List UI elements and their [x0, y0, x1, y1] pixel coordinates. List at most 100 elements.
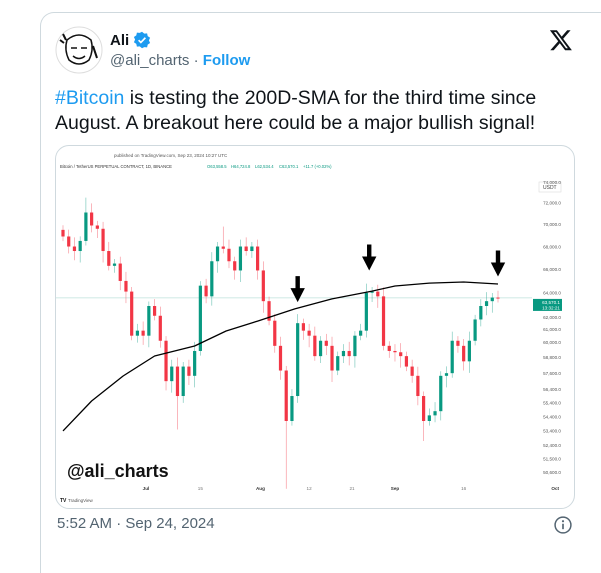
x-tick-label: 15 — [198, 486, 204, 491]
candle-body — [72, 246, 77, 252]
x-tick-label: Jul — [143, 486, 150, 491]
candle-body — [124, 280, 128, 292]
candlestick-chart: published on TradingView.com, Sep 23, 20… — [56, 153, 562, 504]
y-tick-label: 74,000.0 — [543, 180, 561, 185]
candle-body — [387, 345, 391, 351]
author-name[interactable]: Ali — [110, 31, 130, 49]
candle-body — [273, 320, 277, 346]
y-tick-label: 53,400.0 — [543, 429, 561, 434]
candle-body — [456, 340, 460, 346]
candle-body — [90, 212, 94, 226]
candle-body — [399, 352, 403, 357]
candle-body — [61, 229, 65, 237]
candle-body — [290, 396, 294, 421]
tweet-body: is testing the 200D-SMA for the third ti… — [55, 87, 537, 134]
candle-body — [381, 296, 386, 346]
candle-body — [101, 228, 105, 252]
tweet-timestamp[interactable]: 5:52 AM · Sep 24, 2024 — [57, 515, 215, 532]
candle-body — [238, 246, 243, 271]
candle-body — [107, 251, 111, 266]
candle-body — [187, 366, 191, 376]
candle-body — [181, 366, 185, 397]
currency-label: USDT — [543, 185, 557, 191]
avatar-face-icon — [55, 26, 103, 74]
arrow-down-icon — [490, 250, 506, 277]
x-tick-label: 21 — [349, 486, 355, 491]
candle-body — [278, 345, 283, 371]
candle-body — [112, 263, 117, 266]
separator: · — [193, 52, 199, 69]
y-tick-label: 64,000.0 — [543, 291, 561, 296]
info-icon[interactable] — [553, 515, 573, 535]
candle-body — [193, 350, 197, 376]
candle-body — [393, 350, 397, 353]
hashtag-link[interactable]: #Bitcoin — [55, 87, 125, 109]
candle-body — [78, 240, 82, 252]
y-tick-label: 72,000.0 — [543, 201, 561, 206]
low-readout: L62,534.4 — [255, 164, 274, 169]
y-tick-label: 52,400.0 — [543, 443, 561, 448]
follow-button[interactable]: Follow — [202, 52, 251, 69]
candle-body — [353, 335, 357, 357]
tweet-text: #Bitcoin is testing the 200D-SMA for the… — [55, 86, 585, 136]
y-tick-label: 70,000.0 — [543, 222, 561, 227]
candle-body — [313, 335, 317, 357]
candle-body — [267, 301, 271, 321]
y-tick-label: 57,600.0 — [543, 371, 561, 376]
last-price-badge — [533, 298, 562, 311]
candle-body — [215, 246, 220, 262]
candle-body — [462, 345, 466, 362]
author-handle[interactable]: @ali_charts — [110, 52, 190, 69]
candle-body — [261, 270, 265, 302]
candle-body — [473, 319, 477, 341]
x-tick-label: Sep — [391, 486, 400, 491]
open-readout: O63,558.5 — [207, 164, 227, 169]
candle-body — [175, 366, 180, 397]
candle-body — [95, 225, 99, 229]
candle-body — [318, 340, 323, 357]
countdown-label: 13:32:21 — [542, 305, 560, 310]
high-readout: H64,724.8 — [231, 164, 251, 169]
x-tick-label: Oct — [551, 486, 559, 491]
candle-body — [421, 396, 426, 421]
candle-body — [330, 345, 334, 371]
x-tick-label: 12 — [307, 486, 313, 491]
candle-body — [158, 315, 162, 341]
candle-body — [467, 340, 471, 362]
candle-body — [141, 330, 145, 336]
candle-body — [376, 291, 380, 297]
x-logo-icon[interactable] — [549, 28, 573, 52]
candle-body — [496, 297, 500, 299]
candle-body — [307, 330, 311, 336]
candle-body — [204, 285, 208, 297]
candle-body — [250, 246, 254, 252]
candle-body — [67, 236, 71, 247]
verified-badge-icon — [134, 31, 151, 49]
candle-body — [147, 306, 151, 336]
author-handle-row: @ali_charts · Follow — [110, 52, 250, 69]
candle-body — [484, 301, 489, 307]
y-tick-label: 50,600.0 — [543, 470, 561, 475]
y-tick-label: 51,500.0 — [543, 456, 561, 461]
author-name-row[interactable]: Ali — [110, 31, 151, 49]
candle-body — [227, 248, 231, 262]
y-tick-label: 58,800.0 — [543, 355, 561, 360]
y-tick-label: 62,000.0 — [543, 315, 561, 320]
candle-body — [479, 306, 483, 320]
arrow-down-icon — [362, 244, 377, 271]
candle-body — [198, 285, 202, 351]
candle-body — [170, 366, 174, 382]
change-readout: +11.7 (+0.02%) — [303, 164, 332, 169]
candle-body — [359, 330, 363, 336]
candle-body — [301, 323, 305, 331]
x-tick-label: 16 — [461, 486, 467, 491]
watermark: @ali_charts — [67, 461, 169, 481]
candle-body — [336, 356, 340, 371]
candle-body — [433, 411, 437, 416]
chart-image[interactable]: published on TradingView.com, Sep 23, 20… — [55, 145, 575, 509]
candle-body — [256, 246, 260, 271]
candle-body — [347, 350, 351, 357]
avatar[interactable] — [55, 26, 103, 74]
candle-body — [296, 323, 300, 397]
y-tick-label: 54,400.0 — [543, 415, 561, 420]
